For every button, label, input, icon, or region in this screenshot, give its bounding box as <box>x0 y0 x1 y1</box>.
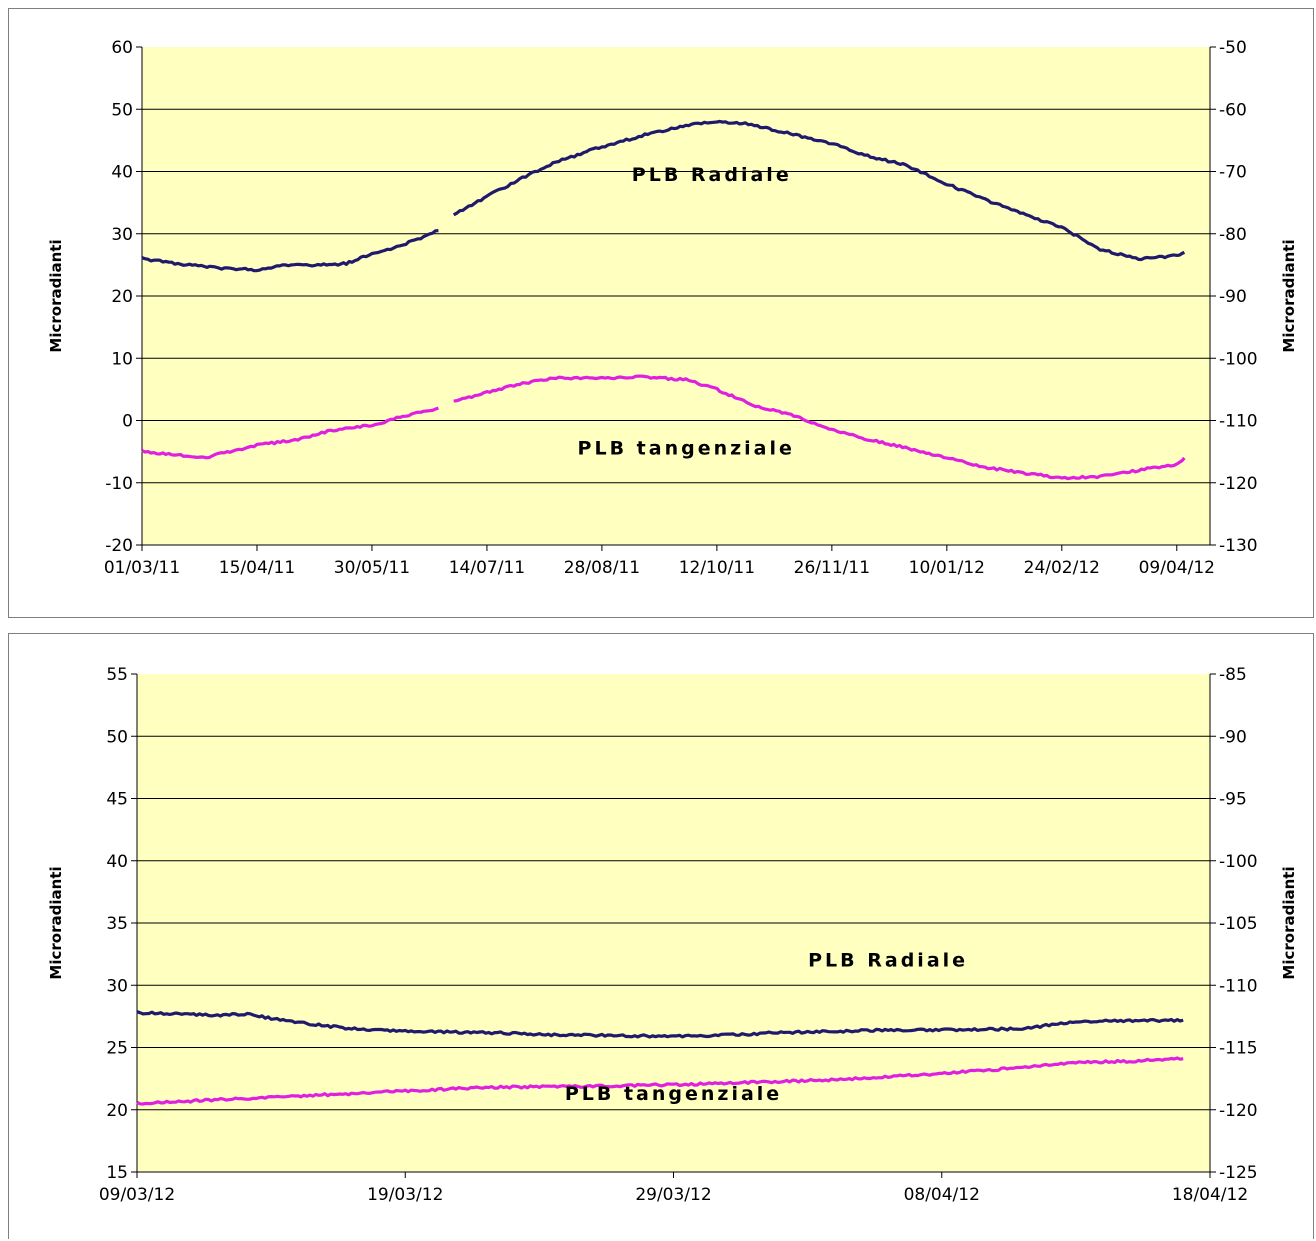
y-tick-label-right: -100 <box>1219 349 1258 369</box>
y-tick-label-right: -110 <box>1219 412 1258 432</box>
y-tick-label-right: -130 <box>1219 536 1258 556</box>
y-tick-label-right: -60 <box>1219 100 1247 120</box>
y-tick-label-left: 35 <box>106 914 128 934</box>
y-tick-label-left: 50 <box>106 727 128 747</box>
x-tick-label: 09/04/12 <box>1139 558 1215 578</box>
y-tick-label-right: -125 <box>1219 1163 1258 1183</box>
y-tick-label-right: -120 <box>1219 474 1258 494</box>
y-tick-label-left: 40 <box>111 163 133 183</box>
y-axis-title-left: Microradianti <box>47 866 65 979</box>
x-tick-label: 12/10/11 <box>679 558 755 578</box>
line-chart-2: 15 20 25 30 35 40 45 50 55 -125 -120 -115 -110 -105 -1… <box>47 665 1298 1205</box>
y-tick-label-left: -10 <box>105 474 133 494</box>
y-axis-title-right: Microradianti <box>1280 239 1298 352</box>
series-line-1-segment-0 <box>141 406 439 460</box>
series-annotation-0: PLB Radiale <box>808 950 968 972</box>
y-tick-label-left: 15 <box>106 1163 128 1183</box>
series-annotation-1: PLB tangenziale <box>565 1083 782 1105</box>
y-tick-label-right: -100 <box>1219 852 1258 872</box>
y-tick-label-right: -90 <box>1219 287 1247 307</box>
y-tick-label-right: -80 <box>1219 225 1247 245</box>
x-tick-label: 09/03/12 <box>99 1185 175 1205</box>
y-tick-label-left: 20 <box>106 1101 128 1121</box>
y-tick-label-left: -20 <box>105 536 133 556</box>
series-line-1-segment-0 <box>136 1056 1184 1106</box>
y-tick-label-right: -85 <box>1219 665 1247 685</box>
line-chart-1: -20-100102030405060-130-120-110-100-90-8… <box>47 38 1298 578</box>
y-tick-label-right: -70 <box>1219 163 1247 183</box>
y-tick-label-left: 50 <box>111 100 133 120</box>
series-line-0-segment-1 <box>452 119 1186 262</box>
x-tick-label: 29/03/12 <box>635 1185 711 1205</box>
y-tick-label-right: -90 <box>1219 727 1247 747</box>
y-tick-label-right: -110 <box>1219 976 1258 996</box>
series-line-0-segment-0 <box>141 229 439 273</box>
y-tick-label-right: -115 <box>1219 1039 1258 1059</box>
y-tick-label-left: 30 <box>111 225 133 245</box>
x-tick-label: 30/05/11 <box>334 558 410 578</box>
x-tick-label: 08/04/12 <box>904 1185 980 1205</box>
x-tick-label: 01/03/11 <box>104 558 180 578</box>
series-annotation-1: PLB tangenziale <box>578 438 795 460</box>
chart-panel-1: -20 -10 0 10 20 30 40 50 60 -130 -120 -110 -100 -90 -8… <box>8 8 1314 618</box>
x-tick-label: 24/02/12 <box>1024 558 1100 578</box>
y-tick-label-left: 10 <box>111 349 133 369</box>
y-tick-label-left: 40 <box>106 852 128 872</box>
x-tick-label: 28/08/11 <box>564 558 640 578</box>
x-tick-label: 14/07/11 <box>449 558 525 578</box>
series-line-1-segment-1 <box>453 374 1186 481</box>
y-tick-label-right: -120 <box>1219 1101 1258 1121</box>
y-tick-label-left: 45 <box>106 790 128 810</box>
y-tick-label-left: 25 <box>106 1039 128 1059</box>
y-tick-label-right: -105 <box>1219 914 1258 934</box>
x-tick-label: 19/03/12 <box>367 1185 443 1205</box>
x-tick-label: 26/11/11 <box>794 558 870 578</box>
x-tick-label: 10/01/12 <box>909 558 985 578</box>
y-tick-label-left: 30 <box>106 976 128 996</box>
series-annotation-0: PLB Radiale <box>632 164 792 186</box>
y-axis-title-left: Microradianti <box>47 239 65 352</box>
y-tick-label-left: 0 <box>122 412 133 432</box>
x-tick-label: 18/04/12 <box>1172 1185 1248 1205</box>
y-tick-label-left: 55 <box>106 665 128 685</box>
y-tick-label-right: -95 <box>1219 790 1247 810</box>
y-tick-label-right: -50 <box>1219 38 1247 58</box>
y-tick-label-left: 20 <box>111 287 133 307</box>
series-line-0-segment-0 <box>136 1010 1184 1039</box>
y-tick-label-left: 60 <box>111 38 133 58</box>
chart-panel-2: 15 20 25 30 35 40 45 50 55 -125 -120 -115 -110 -105 -1… <box>8 633 1314 1239</box>
y-axis-title-right: Microradianti <box>1280 866 1298 979</box>
x-tick-label: 15/04/11 <box>219 558 295 578</box>
